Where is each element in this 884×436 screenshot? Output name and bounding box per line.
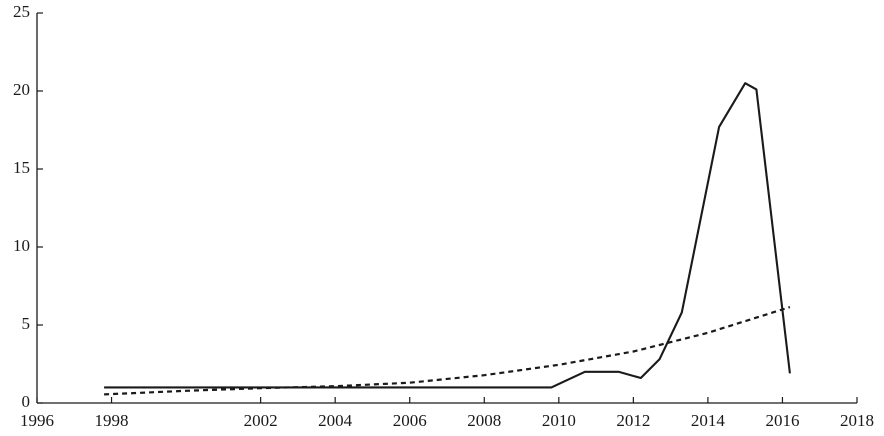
y-tick-label: 15 [13, 158, 30, 177]
y-tick-label: 10 [13, 236, 30, 255]
series-line-solid [104, 82, 791, 389]
x-tick-label: 2008 [467, 411, 501, 430]
x-tick-label: 2016 [765, 411, 799, 430]
y-tick-label: 0 [22, 392, 31, 411]
x-tick-label: 1998 [95, 411, 129, 430]
x-tick-label: 2014 [691, 411, 726, 430]
y-tick-label: 20 [13, 80, 30, 99]
x-tick-label: 2004 [318, 411, 353, 430]
y-tick-label: 25 [13, 2, 30, 21]
x-tick-label: 2012 [616, 411, 650, 430]
x-tick-label: 2002 [244, 411, 278, 430]
x-tick-label: 2010 [542, 411, 576, 430]
y-tick-label: 5 [22, 314, 31, 333]
y-axis-ticks: 0 5 10 15 20 25 [13, 2, 43, 411]
axes [36, 13, 857, 404]
x-tick-label: 2006 [393, 411, 427, 430]
x-tick-label: 1996 [20, 411, 54, 430]
trend-line-dashed [104, 306, 791, 396]
x-tick-label: 2018 [840, 411, 874, 430]
series-group [104, 82, 791, 396]
x-axis-ticks: 1996 1998 2002 2004 2006 2008 2010 2012 2014 2016… [20, 397, 874, 430]
